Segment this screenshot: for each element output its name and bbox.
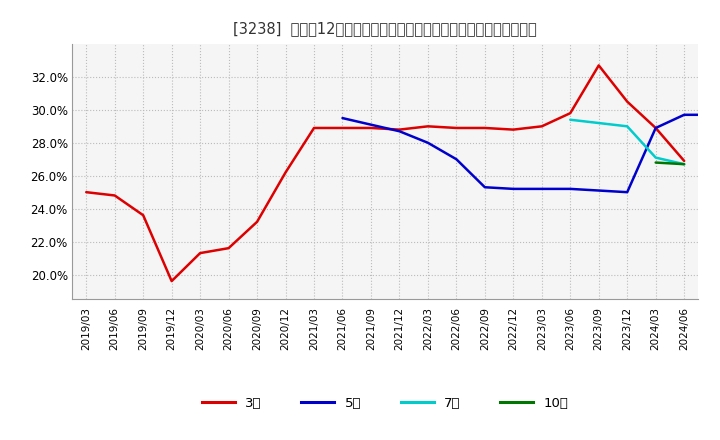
Title: [3238]  売上高12か月移動合計の対前年同期増減率の標準偏差の推移: [3238] 売上高12か月移動合計の対前年同期増減率の標準偏差の推移 — [233, 21, 537, 36]
Legend: 3年, 5年, 7年, 10年: 3年, 5年, 7年, 10年 — [197, 392, 574, 415]
